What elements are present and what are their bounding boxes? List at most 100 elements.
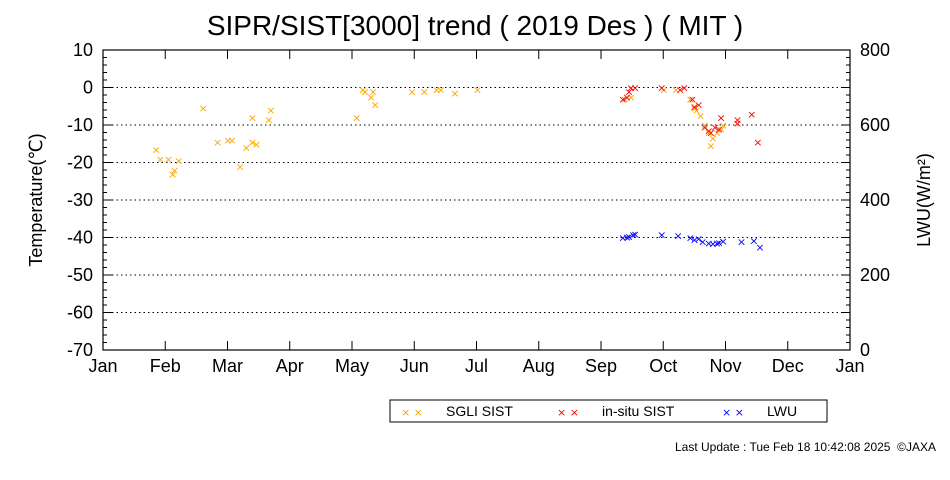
- data-point: ×: [716, 123, 725, 136]
- x-tick-label: Feb: [150, 356, 181, 376]
- data-point: ×: [168, 168, 177, 181]
- data-point: ×: [704, 125, 713, 138]
- data-point: ×: [719, 119, 728, 132]
- x-tick-label: Jul: [465, 356, 488, 376]
- data-point: ×: [360, 85, 369, 98]
- data-point: ×: [755, 241, 764, 254]
- data-point: ×: [358, 83, 367, 96]
- data-point: ×: [706, 127, 715, 140]
- x-tick-label: Jun: [400, 356, 429, 376]
- data-point: ×: [700, 121, 709, 134]
- y-tick-label: -60: [67, 303, 93, 323]
- x-tick-label: Apr: [276, 356, 304, 376]
- y2-tick-label: 400: [860, 190, 890, 210]
- data-point: ×: [676, 83, 685, 96]
- axis-ticks: [102, 49, 851, 351]
- data-point: ×: [366, 91, 375, 104]
- data-point: ×: [407, 85, 416, 98]
- x-tick-label: Nov: [709, 356, 741, 376]
- data-point: ×: [266, 104, 275, 117]
- data-point: ×: [170, 164, 179, 177]
- y2-tick-label: 0: [860, 340, 870, 360]
- y-tick-label: -20: [67, 153, 93, 173]
- legend-label: in-situ SIST: [602, 403, 675, 419]
- data-point: ×: [753, 136, 762, 149]
- y-tick-label: -50: [67, 265, 93, 285]
- data-point: ×: [236, 160, 245, 173]
- legend-box: [389, 399, 828, 423]
- data-point: ×: [714, 236, 723, 249]
- data-point: ×: [712, 127, 721, 140]
- data-point: ×: [248, 136, 257, 149]
- x-tick-labels: Jan Feb Mar Apr May Jun Jul Aug Sep Oct Nov Dec Jan: [88, 356, 864, 376]
- data-point: ×: [704, 127, 713, 140]
- data-point: ×: [352, 112, 361, 125]
- data-point: ×: [631, 82, 640, 95]
- data-point: ×: [622, 91, 631, 104]
- chart-title: SIPR/SIST[3000] trend ( 2019 Des ) ( MIT…: [207, 10, 743, 41]
- data-point: ×: [628, 229, 637, 242]
- legend-marker: × ×: [557, 406, 579, 419]
- footer: Last Update : Tue Feb 18 10:42:08 2025 ©…: [675, 440, 936, 454]
- data-point: ×: [624, 85, 633, 98]
- x-tick-label: Jan: [835, 356, 864, 376]
- y2-tick-labels: 800 600 400 200 0: [860, 40, 890, 360]
- data-point: ×: [692, 104, 701, 117]
- y-tick-label: -10: [67, 115, 93, 135]
- copyright-text: ©JAXA: [897, 440, 936, 454]
- data-point: ×: [698, 236, 707, 249]
- data-point: ×: [156, 153, 165, 166]
- data-point: ×: [694, 233, 703, 246]
- data-point: ×: [624, 230, 633, 243]
- data-point: ×: [708, 132, 717, 145]
- data-point: ×: [473, 83, 482, 96]
- data-point: ×: [733, 117, 742, 130]
- data-point: ×: [626, 91, 635, 104]
- data-point: ×: [152, 143, 161, 156]
- data-point: ×: [626, 82, 635, 95]
- data-point: ×: [432, 83, 441, 96]
- data-point: ×: [671, 83, 680, 96]
- data-point: ×: [242, 142, 251, 155]
- y2-tick-label: 200: [860, 265, 890, 285]
- data-point: ×: [714, 123, 723, 136]
- y-tick-label: -30: [67, 190, 93, 210]
- data-point: ×: [680, 82, 689, 95]
- data-point: ×: [737, 235, 746, 248]
- data-point: ×: [694, 98, 703, 111]
- data-point: ×: [747, 108, 756, 121]
- data-points: ×××××××× ×××××××××××××××× × ×× × ×××× ××××××××…: [152, 82, 765, 254]
- data-point: ×: [690, 233, 699, 246]
- data-point: ×: [618, 93, 627, 106]
- data-point: ×: [688, 93, 697, 106]
- data-point: ×: [164, 153, 173, 166]
- data-point: ×: [719, 235, 728, 248]
- y-tick-label: -40: [67, 228, 93, 248]
- data-point: ×: [686, 232, 695, 245]
- x-tick-label: Oct: [649, 356, 677, 376]
- data-point: ×: [700, 119, 709, 132]
- legend-marker: × ×: [401, 406, 423, 419]
- y2-axis-label: LWU(W/m²): [914, 153, 934, 247]
- y2-tick-label: 800: [860, 40, 890, 60]
- data-point: ×: [174, 155, 183, 168]
- x-tick-label: Mar: [212, 356, 243, 376]
- data-point: ×: [227, 134, 236, 147]
- data-point: ×: [659, 83, 668, 96]
- legend-label: SGLI SIST: [446, 403, 513, 419]
- grid-lines: [103, 87, 850, 313]
- data-point: ×: [708, 238, 717, 251]
- y-tick-label: 0: [83, 78, 93, 98]
- legend-marker: × ×: [722, 406, 744, 419]
- data-point: ×: [631, 228, 640, 241]
- data-point: ×: [686, 93, 695, 106]
- data-point: ×: [252, 138, 261, 151]
- y2-tick-label: 600: [860, 115, 890, 135]
- data-point: ×: [706, 140, 715, 153]
- data-point: ×: [657, 229, 666, 242]
- data-point: ×: [620, 93, 629, 106]
- y-axis-label: Temperature(℃): [26, 133, 46, 266]
- x-tick-label: May: [335, 356, 369, 376]
- data-point: ×: [712, 237, 721, 250]
